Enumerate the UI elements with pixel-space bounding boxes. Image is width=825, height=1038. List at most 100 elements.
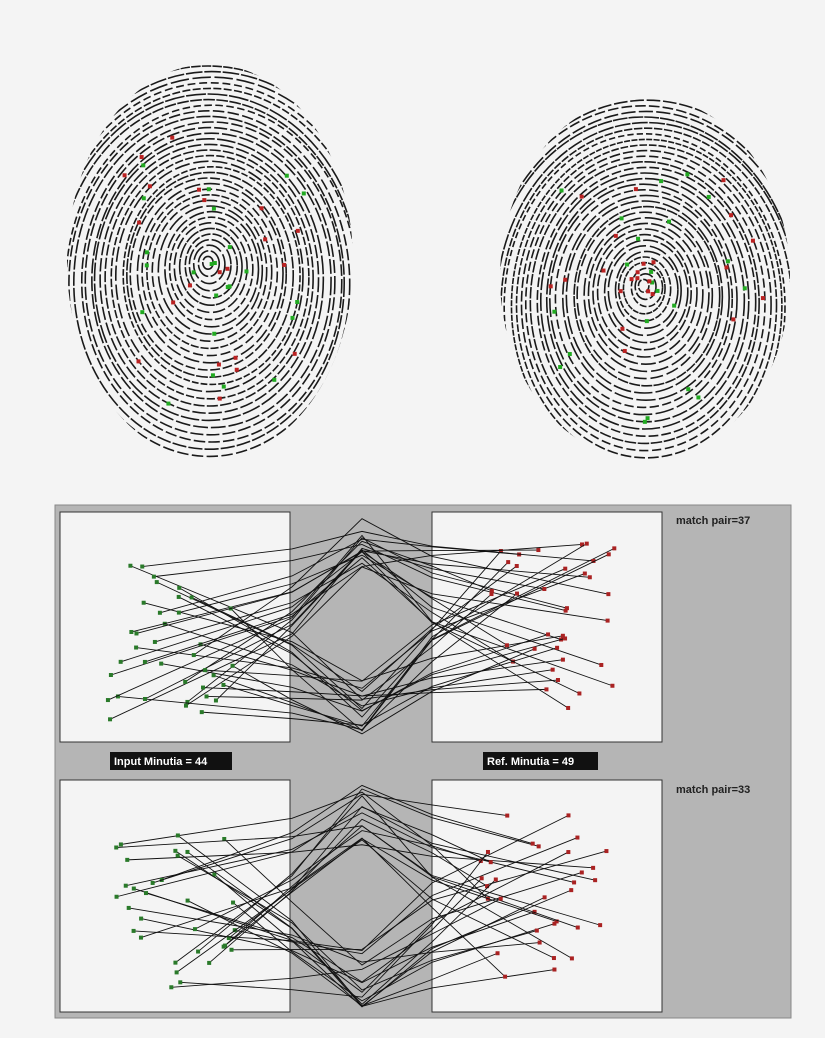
input-point xyxy=(118,842,123,847)
ridge xyxy=(129,177,288,371)
input-point xyxy=(226,936,231,941)
ref-point xyxy=(555,645,560,650)
minutia xyxy=(212,261,217,266)
ridge xyxy=(67,104,353,460)
ridge xyxy=(136,182,284,364)
match-line xyxy=(152,793,508,884)
minutia xyxy=(742,286,747,291)
ridge xyxy=(173,222,248,314)
ref-point xyxy=(479,876,484,881)
ref-point xyxy=(584,541,589,546)
reference-fingerprint xyxy=(500,99,790,460)
minutia xyxy=(212,331,217,336)
ref-point xyxy=(552,967,557,972)
ridge xyxy=(510,138,783,460)
input-point xyxy=(175,853,180,858)
ridge xyxy=(91,132,332,429)
input-point xyxy=(105,698,110,703)
minutia xyxy=(137,220,142,225)
ref-point xyxy=(604,849,609,854)
minutia xyxy=(706,194,711,199)
ridge xyxy=(164,210,260,328)
match-line xyxy=(200,643,563,697)
ridge xyxy=(67,98,353,460)
minutia xyxy=(645,416,650,421)
ridge xyxy=(197,250,221,278)
minutia xyxy=(650,280,655,285)
ridge xyxy=(503,133,786,460)
minutia xyxy=(696,395,701,400)
ridge xyxy=(80,121,343,443)
input-point xyxy=(114,894,119,899)
ridge xyxy=(500,121,790,460)
input-point xyxy=(178,980,183,985)
input-point xyxy=(174,970,179,975)
ridge xyxy=(188,238,232,292)
input-point xyxy=(199,710,204,715)
minutia xyxy=(301,191,306,196)
ref-point xyxy=(606,552,611,557)
match-line xyxy=(177,855,537,991)
ref-point xyxy=(495,951,500,956)
match-line xyxy=(116,825,578,928)
minutia xyxy=(170,135,175,140)
ref-point xyxy=(563,636,568,641)
ref-point xyxy=(532,909,537,914)
ref-point xyxy=(610,683,615,688)
ridge xyxy=(151,199,268,342)
ref-point xyxy=(498,549,503,554)
minutia xyxy=(147,184,152,189)
minutia xyxy=(295,228,300,233)
ridge xyxy=(67,93,353,460)
input-point xyxy=(134,645,139,650)
input-point xyxy=(138,935,143,940)
minutia xyxy=(210,373,215,378)
ridge xyxy=(634,273,657,301)
match-line xyxy=(177,835,555,1007)
input-minutia-label: Input Minutia = 44 xyxy=(114,756,208,768)
match-line xyxy=(109,547,545,720)
minutia xyxy=(622,348,627,353)
ridge xyxy=(549,183,738,416)
minutia xyxy=(635,270,640,275)
ref-point xyxy=(546,632,551,637)
match-line xyxy=(133,814,569,952)
input-point xyxy=(118,659,123,664)
input-point xyxy=(123,883,128,888)
input-point xyxy=(142,659,147,664)
ridge xyxy=(539,172,750,430)
match-line xyxy=(223,553,609,727)
input-point xyxy=(213,698,218,703)
match-line xyxy=(180,851,489,998)
ridge xyxy=(192,244,226,285)
match-line xyxy=(161,784,533,881)
minutia xyxy=(636,236,641,241)
input-point xyxy=(143,696,148,701)
ref-point xyxy=(569,888,574,893)
match-line xyxy=(130,565,559,700)
ridge xyxy=(67,87,353,460)
ref-point xyxy=(489,592,494,597)
input-point xyxy=(212,872,217,877)
minutia xyxy=(659,179,664,184)
ref-point xyxy=(506,560,511,565)
match-line xyxy=(231,850,607,951)
minutia xyxy=(141,196,146,201)
match-line xyxy=(141,911,535,984)
ref-point xyxy=(530,841,535,846)
ref-point xyxy=(536,844,541,849)
ref-point xyxy=(550,667,555,672)
minutia xyxy=(191,270,196,275)
minutia xyxy=(196,187,201,192)
ref-point xyxy=(564,606,569,611)
ref-point xyxy=(554,919,559,924)
ref-point xyxy=(542,587,547,592)
minutia xyxy=(667,219,672,224)
ridge xyxy=(536,166,757,437)
ref-point xyxy=(566,813,571,818)
ref-point xyxy=(503,974,508,979)
ref-point xyxy=(606,592,611,597)
ridge xyxy=(500,99,790,460)
ridge xyxy=(67,65,353,460)
ref-point xyxy=(498,896,503,901)
